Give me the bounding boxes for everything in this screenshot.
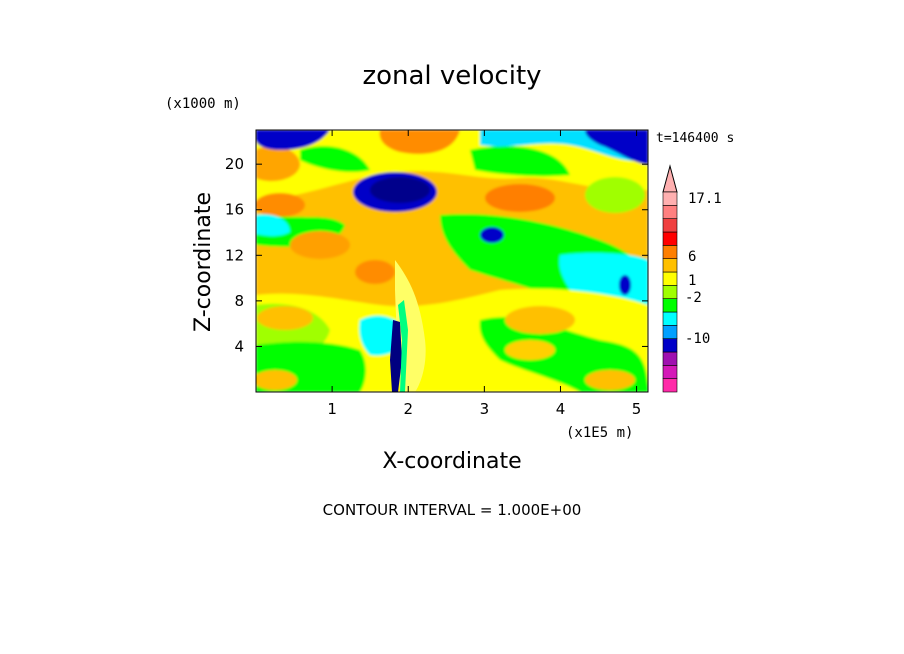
colorbar <box>662 164 678 393</box>
colorbar-label: 6 <box>688 249 696 265</box>
x-tick-label: 5 <box>632 400 642 418</box>
field-region-top-orange <box>379 130 460 154</box>
y-tick-label: 20 <box>225 155 244 173</box>
x-tick-label: 3 <box>480 400 490 418</box>
colorbar-label: -10 <box>685 331 710 347</box>
colorbar-label: 1 <box>688 273 696 289</box>
x-tick-label: 1 <box>327 400 337 418</box>
colorbar-swatch <box>662 365 678 379</box>
field-blob-upper-darkblue <box>370 177 430 203</box>
field-region-topleft-blue <box>256 130 330 150</box>
field-blob-lower-orange <box>505 306 575 334</box>
field-blob-lower-left-orange <box>257 306 313 330</box>
field-blob-mid-lightorange <box>290 231 350 259</box>
colorbar-label: -2 <box>685 290 702 306</box>
field-blob-right-blue <box>619 275 631 295</box>
y-tick-label: 16 <box>225 201 244 219</box>
field-front-darkblue <box>390 320 402 392</box>
colorbar-swatch <box>662 298 678 313</box>
colorbar-swatch <box>662 378 678 393</box>
y-tick-label: 4 <box>234 337 244 355</box>
colorbar-swatch <box>662 258 678 273</box>
colorbar-swatch <box>662 285 678 299</box>
field-blob-mid-lower-orange <box>505 340 555 360</box>
plot-frame <box>255 129 649 393</box>
colorbar-labels: 17.1 6 1 -2 -10 <box>685 191 722 347</box>
field-region-top-green <box>300 146 370 172</box>
colorbar-swatch <box>662 191 678 206</box>
colorbar-swatch <box>662 245 678 259</box>
field-region-topright-blue <box>585 130 648 165</box>
colorbar-swatch <box>662 325 678 339</box>
field-region-top-orange2 <box>256 145 300 182</box>
colorbar-swatch <box>662 231 678 246</box>
field-region-top-green2 <box>470 146 570 177</box>
colorbar-swatch <box>662 218 678 233</box>
field-region-upper-band <box>256 130 648 200</box>
colorbar-swatch <box>662 338 678 353</box>
colorbar-label: 17.1 <box>688 191 722 207</box>
field-blob-far-right-green <box>585 177 645 213</box>
y-units-label: (x1000 m) <box>165 96 241 112</box>
colorbar-arrow <box>662 164 678 193</box>
field-region-mid-cyan <box>256 214 290 236</box>
field-blob-right-orange <box>485 184 555 212</box>
y-axis-ticks: 4 8 12 16 20 <box>225 155 648 355</box>
heatmap-field <box>256 130 648 392</box>
colorbar-swatch <box>662 271 678 286</box>
colorbar-swatch <box>662 351 678 366</box>
field-blob-mid-blue <box>480 227 504 243</box>
y-tick-label: 8 <box>234 292 244 310</box>
x-axis-ticks: 1 2 3 4 5 <box>327 130 641 418</box>
chart-title: zonal velocity <box>362 61 541 91</box>
field-blob-lower-left-orange2 <box>256 370 297 390</box>
field-blob-left-orange <box>256 193 305 217</box>
x-tick-label: 4 <box>556 400 566 418</box>
x-units-label: (x1E5 m) <box>566 425 633 441</box>
field-front-green <box>398 300 408 392</box>
field-blob-mid-orange <box>355 260 395 284</box>
x-axis-label: X-coordinate <box>382 449 521 474</box>
x-tick-label: 2 <box>403 400 413 418</box>
time-label: t=146400 s <box>656 131 734 146</box>
y-axis-label: Z-coordinate <box>191 192 216 332</box>
field-blob-lower-right-orange <box>585 370 635 390</box>
y-tick-label: 12 <box>225 246 244 264</box>
contour-interval-label: CONTOUR INTERVAL = 1.000E+00 <box>323 501 582 519</box>
colorbar-swatch <box>662 205 678 219</box>
colorbar-swatch <box>662 311 678 326</box>
